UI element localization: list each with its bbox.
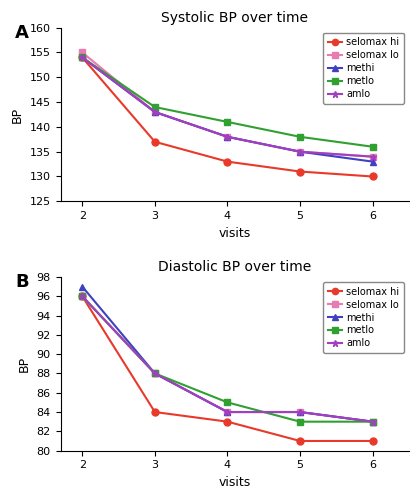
selomax lo xyxy=(225,409,230,415)
metlo xyxy=(152,104,158,110)
selomax hi xyxy=(297,168,302,174)
selomax hi xyxy=(370,438,375,444)
amlo xyxy=(370,418,375,424)
selomax hi xyxy=(152,139,158,145)
selomax lo xyxy=(152,109,158,115)
Line: methi: methi xyxy=(79,283,376,425)
amlo xyxy=(152,370,158,376)
selomax hi xyxy=(225,158,230,164)
Title: Diastolic BP over time: Diastolic BP over time xyxy=(158,260,311,274)
selomax hi xyxy=(152,409,158,415)
metlo xyxy=(152,370,158,376)
methi xyxy=(297,148,302,154)
selomax lo xyxy=(80,50,85,56)
metlo xyxy=(225,400,230,406)
Text: B: B xyxy=(15,274,29,291)
Line: metlo: metlo xyxy=(79,293,376,425)
selomax lo xyxy=(297,148,302,154)
amlo xyxy=(370,154,375,160)
methi xyxy=(80,54,85,60)
amlo xyxy=(80,54,85,60)
amlo xyxy=(225,134,230,140)
selomax lo xyxy=(370,418,375,424)
Line: amlo: amlo xyxy=(79,293,376,425)
selomax lo xyxy=(297,409,302,415)
metlo xyxy=(80,54,85,60)
amlo xyxy=(297,148,302,154)
amlo xyxy=(80,294,85,300)
methi xyxy=(152,109,158,115)
Line: selomax hi: selomax hi xyxy=(79,293,376,444)
selomax hi xyxy=(370,174,375,180)
methi xyxy=(225,409,230,415)
Line: amlo: amlo xyxy=(79,54,376,160)
Line: methi: methi xyxy=(79,54,376,165)
Line: selomax lo: selomax lo xyxy=(79,293,376,425)
metlo xyxy=(370,418,375,424)
amlo xyxy=(297,409,302,415)
Line: selomax lo: selomax lo xyxy=(79,49,376,160)
Line: metlo: metlo xyxy=(79,54,376,150)
X-axis label: visits: visits xyxy=(218,476,251,489)
Y-axis label: BP: BP xyxy=(18,356,31,372)
Legend: selomax hi, selomax lo, methi, metlo, amlo: selomax hi, selomax lo, methi, metlo, am… xyxy=(323,32,404,104)
amlo xyxy=(225,409,230,415)
methi xyxy=(297,409,302,415)
Line: selomax hi: selomax hi xyxy=(79,54,376,180)
metlo xyxy=(297,134,302,140)
metlo xyxy=(80,294,85,300)
methi xyxy=(370,158,375,164)
Y-axis label: BP: BP xyxy=(11,106,24,122)
selomax hi xyxy=(297,438,302,444)
methi xyxy=(80,284,85,290)
selomax lo xyxy=(225,134,230,140)
amlo xyxy=(152,109,158,115)
X-axis label: visits: visits xyxy=(218,226,251,239)
metlo xyxy=(297,418,302,424)
methi xyxy=(152,370,158,376)
Text: A: A xyxy=(15,24,29,42)
selomax lo xyxy=(152,370,158,376)
Legend: selomax hi, selomax lo, methi, metlo, amlo: selomax hi, selomax lo, methi, metlo, am… xyxy=(323,282,404,353)
selomax lo xyxy=(370,154,375,160)
selomax hi xyxy=(225,418,230,424)
Title: Systolic BP over time: Systolic BP over time xyxy=(161,11,308,25)
methi xyxy=(225,134,230,140)
selomax hi xyxy=(80,294,85,300)
metlo xyxy=(370,144,375,150)
selomax lo xyxy=(80,294,85,300)
metlo xyxy=(225,119,230,125)
selomax hi xyxy=(80,54,85,60)
methi xyxy=(370,418,375,424)
